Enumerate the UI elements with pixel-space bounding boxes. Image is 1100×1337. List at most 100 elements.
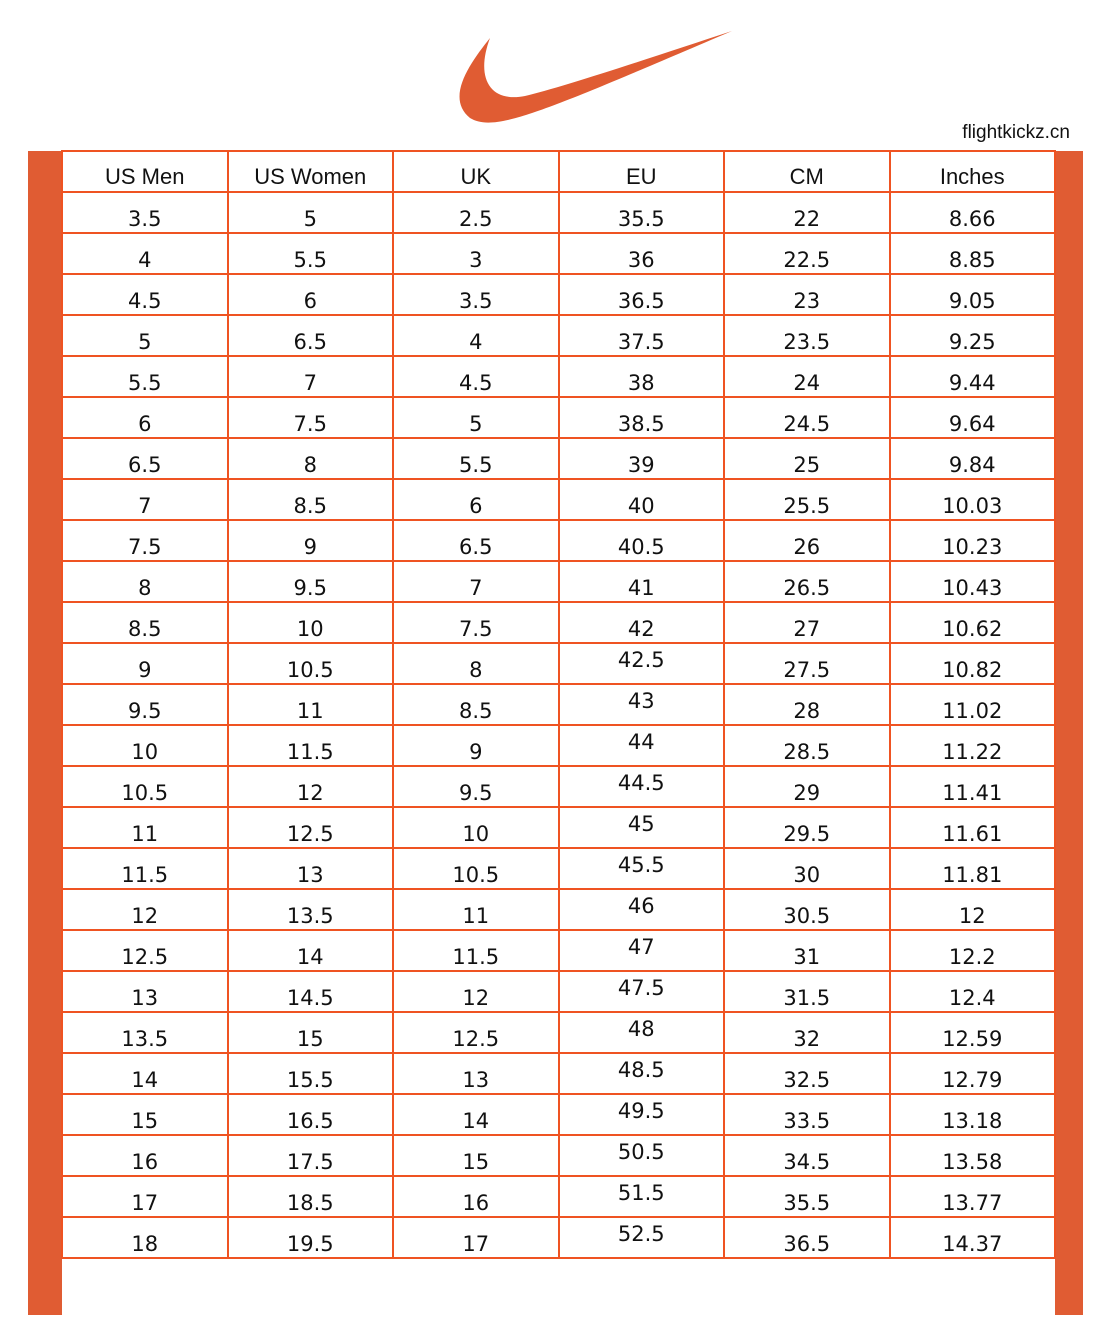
table-cell: 49.5 [557, 1093, 725, 1136]
cell-value: 10.5 [286, 658, 334, 682]
table-cell: 12 [61, 888, 229, 931]
table-cell: 27 [723, 601, 891, 644]
cell-value: 9 [469, 740, 483, 764]
table-cell: 11 [61, 806, 229, 849]
table-cell: 8.85 [888, 232, 1056, 275]
cell-value: 44.5 [617, 771, 665, 795]
table-cell: 11.02 [888, 683, 1056, 726]
table-row: 10.5 12 9.5 44.5 29 11.41 [61, 765, 1056, 808]
table-cell: 10.5 [226, 642, 394, 685]
cell-value: 6.5 [293, 330, 327, 354]
cell-value: 14.5 [286, 986, 334, 1010]
table-cell: 25 [723, 437, 891, 480]
table-cell: 16 [392, 1175, 560, 1218]
cell-value: 27 [793, 617, 821, 641]
table-row: 6.5 8 5.5 39 25 9.84 [61, 437, 1056, 480]
table-cell: 6.5 [61, 437, 229, 480]
table-cell: 17 [61, 1175, 229, 1218]
cell-value: 32 [793, 1027, 821, 1051]
table-cell: 41 [557, 560, 725, 603]
table-cell: 27.5 [723, 642, 891, 685]
column-header-label: UK [460, 164, 492, 189]
table-row: 8.5 10 7.5 42 27 10.62 [61, 601, 1056, 644]
cell-value: 10.62 [942, 617, 1003, 641]
cell-value: 30.5 [783, 904, 831, 928]
cell-value: 31.5 [783, 986, 831, 1010]
table-cell: 12.59 [888, 1011, 1056, 1054]
table-cell: 11.41 [888, 765, 1056, 808]
cell-value: 33.5 [783, 1109, 831, 1133]
table-cell: 28.5 [723, 724, 891, 767]
cell-value: 14 [296, 945, 324, 969]
table-cell: 12.79 [888, 1052, 1056, 1095]
cell-value: 12.2 [948, 945, 996, 969]
cell-value: 26 [793, 535, 821, 559]
table-row: 3.5 5 2.5 35.5 22 8.66 [61, 191, 1056, 234]
cell-value: 5 [469, 412, 483, 436]
table-row: 5 6.5 4 37.5 23.5 9.25 [61, 314, 1056, 357]
table-cell: 11.5 [226, 724, 394, 767]
table-cell: 12 [226, 765, 394, 808]
table-cell: 5.5 [61, 355, 229, 398]
table-cell: 7 [392, 560, 560, 603]
cell-value: 13.18 [942, 1109, 1003, 1133]
cell-value: 10 [296, 617, 324, 641]
cell-value: 50.5 [617, 1140, 665, 1164]
cell-value: 11.5 [286, 740, 334, 764]
table-row: 4 5.5 3 36 22.5 8.85 [61, 232, 1056, 275]
table-cell: 28 [723, 683, 891, 726]
cell-value: 22.5 [783, 248, 831, 272]
cell-value: 18 [131, 1232, 159, 1256]
cell-value: 9.5 [293, 576, 327, 600]
cell-value: 11 [131, 822, 159, 846]
cell-value: 14 [462, 1109, 490, 1133]
cell-value: 23 [793, 289, 821, 313]
cell-value: 2.5 [459, 207, 493, 231]
table-cell: 13.58 [888, 1134, 1056, 1177]
cell-value: 7 [138, 494, 152, 518]
size-chart-table: US Men US Women UK EU CM Inches 3.5 5 2.5 35.5 22… [61, 150, 1056, 1259]
cell-value: 12 [296, 781, 324, 805]
table-cell: 10 [226, 601, 394, 644]
table-row: 16 17.5 15 50.5 34.5 13.58 [61, 1134, 1056, 1177]
table-cell: 36.5 [723, 1216, 891, 1259]
cell-value: 8 [138, 576, 152, 600]
table-cell: 23.5 [723, 314, 891, 357]
table-cell: 29.5 [723, 806, 891, 849]
table-cell: 4.5 [392, 355, 560, 398]
table-cell: 7.5 [61, 519, 229, 562]
table-cell: 12.2 [888, 929, 1056, 972]
left-accent-bar [28, 151, 62, 1315]
cell-value: 10.5 [121, 781, 169, 805]
table-cell: 15 [392, 1134, 560, 1177]
table-cell: 8.66 [888, 191, 1056, 234]
cell-value: 9.5 [459, 781, 493, 805]
table-cell: 44.5 [557, 765, 725, 808]
cell-value: 7.5 [128, 535, 162, 559]
cell-value: 3 [469, 248, 483, 272]
table-cell: 50.5 [557, 1134, 725, 1177]
table-cell: 5.5 [392, 437, 560, 480]
cell-value: 12.5 [452, 1027, 500, 1051]
table-cell: 52.5 [557, 1216, 725, 1259]
table-cell: 12.5 [61, 929, 229, 972]
table-cell: 3 [392, 232, 560, 275]
cell-value: 45 [627, 812, 655, 836]
table-cell: 35.5 [723, 1175, 891, 1218]
table-cell: 13 [392, 1052, 560, 1095]
cell-value: 13.77 [942, 1191, 1003, 1215]
cell-value: 11.22 [942, 740, 1003, 764]
cell-value: 40 [627, 494, 655, 518]
cell-value: 11.5 [452, 945, 500, 969]
cell-value: 13.58 [942, 1150, 1003, 1174]
table-row: 12 13.5 11 46 30.5 12 [61, 888, 1056, 931]
table-cell: 6.5 [392, 519, 560, 562]
cell-value: 9 [303, 535, 317, 559]
cell-value: 5 [303, 207, 317, 231]
cell-value: 8.5 [128, 617, 162, 641]
table-cell: 14.5 [226, 970, 394, 1013]
cell-value: 42.5 [617, 648, 665, 672]
table-cell: 37.5 [557, 314, 725, 357]
table-cell: 36.5 [557, 273, 725, 316]
table-cell: 12.5 [226, 806, 394, 849]
